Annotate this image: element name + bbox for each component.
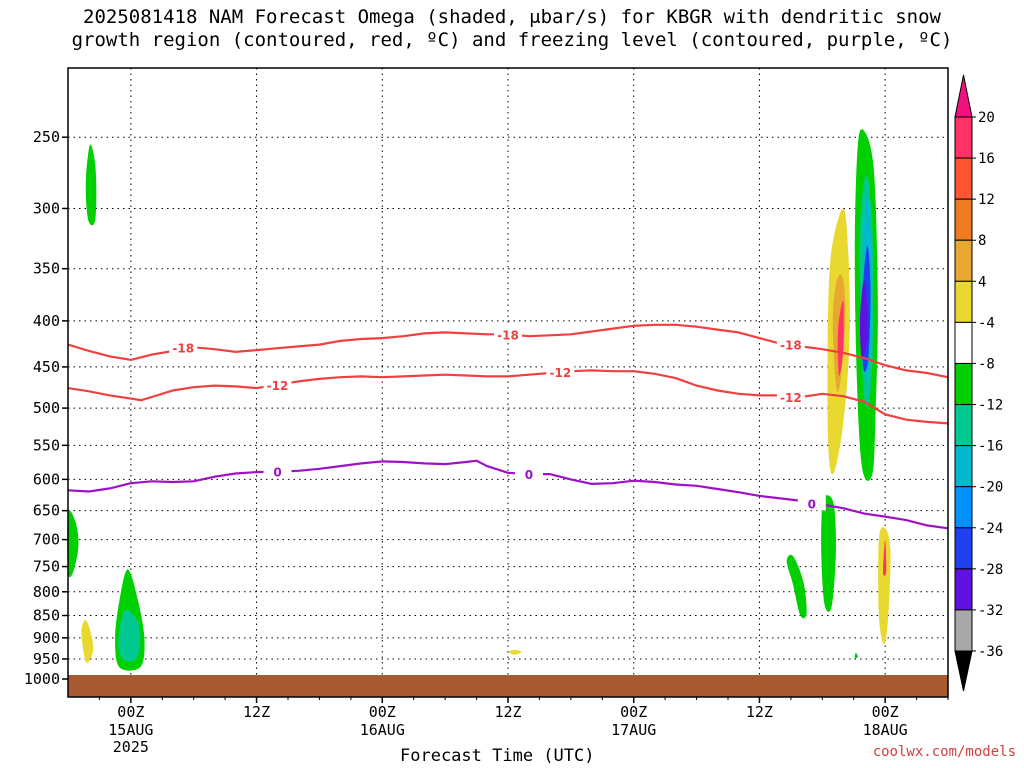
- colorbar-label: -16: [978, 439, 1003, 455]
- colorbar-label: -28: [978, 562, 1003, 578]
- colorbar-segment: [954, 404, 973, 447]
- x-tick-year: 2025: [113, 738, 149, 756]
- x-tick-date: 15AUG: [108, 721, 153, 739]
- title-line-1: 2025081418 NAM Forecast Omega (shaded, μ…: [83, 6, 941, 28]
- y-tick-label: 650: [33, 502, 60, 520]
- omega-region: [509, 649, 522, 655]
- colorbar-segment: [954, 362, 973, 406]
- colorbar-label: 12: [978, 192, 995, 208]
- ground-strip: [68, 675, 948, 697]
- contour-label: -12: [550, 366, 572, 380]
- y-tick-label: 750: [33, 558, 60, 576]
- x-tick-label: 00Z: [369, 703, 396, 721]
- colorbar-label: -24: [978, 521, 1003, 537]
- omega-region: [67, 510, 79, 578]
- colorbar-label: 4: [978, 274, 986, 290]
- contour-label: -18: [780, 339, 802, 353]
- colorbar-segment: [954, 445, 973, 488]
- contour-label: 0: [808, 497, 816, 511]
- colorbar-label: -12: [978, 398, 1003, 414]
- omega-region: [786, 554, 807, 619]
- colorbar-label: -4: [978, 315, 995, 331]
- x-tick-label: 12Z: [243, 703, 270, 721]
- colorbar-segment: [954, 568, 973, 611]
- x-axis-label: Forecast Time (UTC): [400, 746, 595, 766]
- title-line-2: growth region (contoured, red, ºC) and f…: [71, 29, 953, 51]
- colorbar-segment: [954, 527, 973, 570]
- omega-region: [837, 300, 844, 376]
- colorbar-segment: [954, 157, 973, 200]
- colorbar-bottom-arrow: [954, 650, 973, 692]
- omega-region: [878, 527, 891, 645]
- contour-label-bg: [494, 326, 522, 342]
- x-tick-label: 00Z: [872, 703, 899, 721]
- omega-region: [85, 144, 97, 226]
- omega-region: [854, 652, 858, 659]
- colorbar-label: 8: [978, 233, 986, 249]
- colorbar-segment: [954, 321, 973, 364]
- omega-region: [81, 620, 94, 664]
- y-tick-label: 1000: [24, 670, 60, 688]
- contour-label: 0: [273, 465, 281, 479]
- x-tick-date: 16AUG: [360, 721, 405, 739]
- y-tick-label: 250: [33, 128, 60, 146]
- colorbar-label: -8: [978, 356, 995, 372]
- contour-label: -18: [497, 328, 519, 342]
- colorbar-top-arrow: [954, 74, 973, 118]
- contour-label-bg: [169, 339, 198, 355]
- y-tick-label: 550: [33, 436, 60, 454]
- contour-label-bg: [263, 376, 292, 392]
- contour-label: -12: [267, 379, 289, 393]
- omega-region: [821, 495, 836, 612]
- omega-region: [859, 279, 869, 359]
- x-tick-date: 18AUG: [863, 721, 908, 739]
- omega-region: [882, 539, 887, 576]
- omega-region: [118, 610, 141, 662]
- colorbar-label: -36: [978, 644, 1003, 660]
- contour-label-bg: [776, 389, 805, 405]
- y-tick-label: 900: [33, 629, 60, 647]
- x-tick-label: 12Z: [746, 703, 773, 721]
- colorbar-segment: [954, 486, 973, 529]
- y-tick-label: 700: [33, 531, 60, 549]
- x-tick-label: 00Z: [117, 703, 144, 721]
- contour-label: 0: [525, 468, 533, 482]
- chart-title: 2025081418 NAM Forecast Omega (shaded, μ…: [0, 6, 1024, 52]
- y-tick-label: 850: [33, 606, 60, 624]
- colorbar-segment: [954, 609, 973, 652]
- colorbar-label: -32: [978, 603, 1003, 619]
- colorbar-segment: [954, 280, 973, 323]
- y-tick-label: 400: [33, 312, 60, 330]
- y-tick-label: 300: [33, 199, 60, 217]
- y-tick-label: 600: [33, 470, 60, 488]
- contour-label-bg: [546, 364, 575, 380]
- colorbar-segment: [954, 239, 973, 282]
- contour-label: -12: [780, 391, 802, 405]
- y-tick-label: 800: [33, 583, 60, 601]
- colorbar-segment: [954, 116, 973, 159]
- x-tick-date: 17AUG: [611, 721, 656, 739]
- contour-label-bg: [263, 463, 292, 479]
- contour-label-bg: [514, 466, 543, 482]
- credit-link[interactable]: coolwx.com/models: [872, 744, 1016, 760]
- colorbar-label: 20: [978, 110, 995, 126]
- colorbar-label: 16: [978, 151, 995, 167]
- y-tick-label: 500: [33, 399, 60, 417]
- y-tick-label: 450: [33, 358, 60, 376]
- contour-label-bg: [776, 336, 805, 352]
- x-tick-label: 12Z: [494, 703, 521, 721]
- colorbar-segment: [954, 198, 973, 241]
- contour-label: -18: [172, 341, 194, 355]
- y-tick-label: 950: [33, 650, 60, 668]
- contour-label-bg: [797, 495, 826, 511]
- y-tick-label: 350: [33, 260, 60, 278]
- colorbar-label: -20: [978, 480, 1003, 496]
- x-tick-label: 00Z: [620, 703, 647, 721]
- plot-frame: [67, 67, 949, 698]
